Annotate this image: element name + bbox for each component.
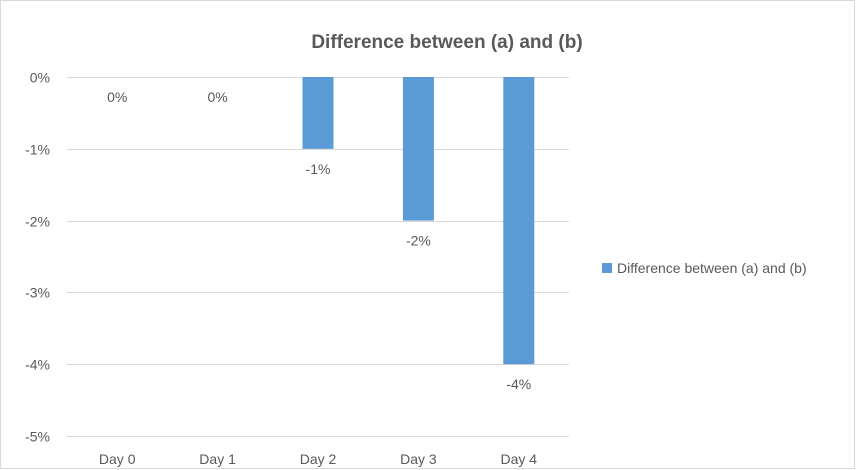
- x-tick-label: Day 4: [501, 451, 538, 467]
- y-tick-label: 0%: [30, 70, 50, 86]
- bar: [302, 77, 334, 149]
- x-tick-label: Day 0: [99, 451, 136, 467]
- y-tick-label: -2%: [25, 214, 50, 230]
- x-tick-label: Day 2: [300, 451, 337, 467]
- x-tick-label: Day 3: [400, 451, 437, 467]
- data-labels: 0% 0% -1% -2% -4%: [107, 89, 531, 392]
- gridlines: [67, 77, 569, 437]
- bar: [402, 77, 434, 221]
- data-label: -2%: [406, 233, 431, 249]
- y-axis-ticks: 0% -1% -2% -3% -4% -5%: [25, 70, 50, 445]
- chart-title: Difference between (a) and (b): [311, 32, 582, 53]
- data-label: -1%: [306, 161, 331, 177]
- legend-label: Difference between (a) and (b): [617, 260, 807, 276]
- bar: [503, 77, 535, 365]
- data-label: 0%: [207, 89, 227, 105]
- x-tick-label: Day 1: [199, 451, 236, 467]
- y-tick-label: -1%: [25, 142, 50, 158]
- data-label: 0%: [107, 89, 127, 105]
- x-axis-ticks: Day 0 Day 1 Day 2 Day 3 Day 4: [99, 451, 537, 467]
- data-label: -4%: [506, 376, 531, 392]
- y-tick-label: -5%: [25, 429, 50, 445]
- y-tick-label: -4%: [25, 357, 50, 373]
- legend-swatch: [602, 263, 612, 273]
- bars: [302, 77, 535, 365]
- legend: Difference between (a) and (b): [602, 260, 807, 276]
- y-tick-label: -3%: [25, 285, 50, 301]
